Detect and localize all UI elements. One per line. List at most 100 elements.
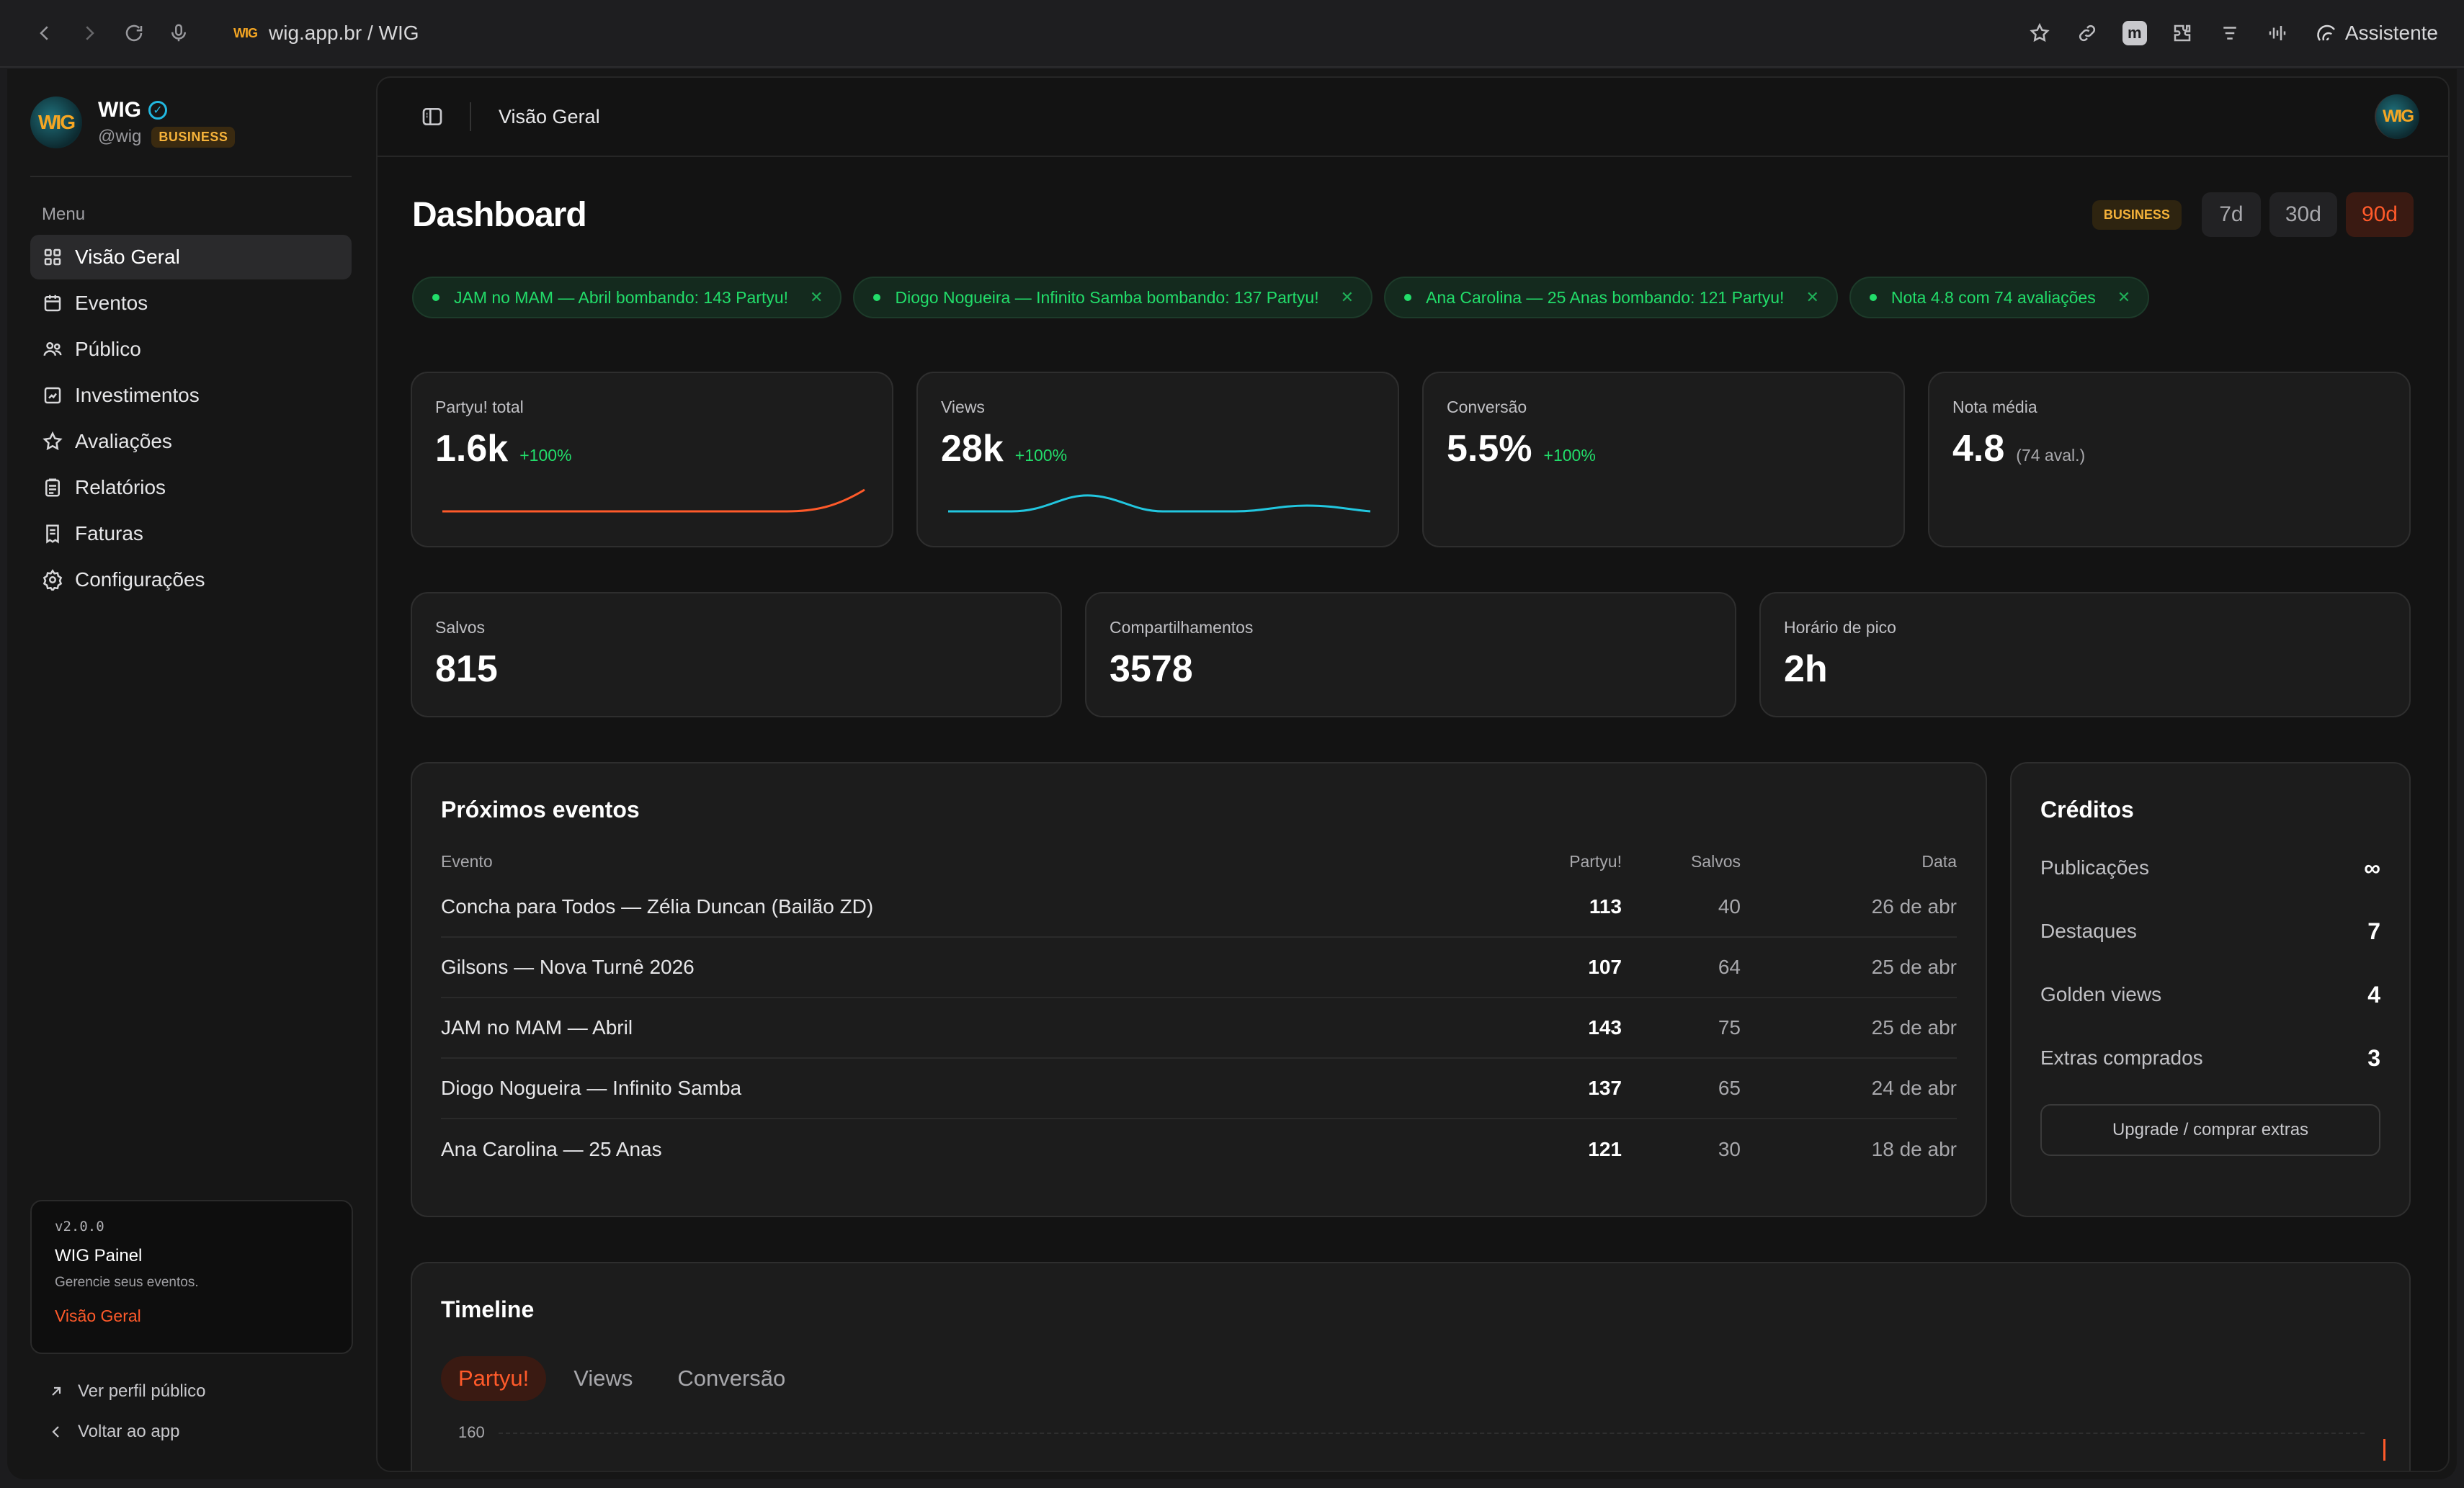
range-30d-button[interactable]: 30d (2269, 192, 2337, 237)
table-row[interactable]: JAM no MAM — Abril 143 75 25 de abr (441, 998, 1957, 1059)
brand-name: WIG (98, 97, 141, 122)
stat-delta: +100% (519, 446, 572, 465)
status-dot-icon (1404, 294, 1412, 301)
timeline-tabs: Partyu! Views Conversão (441, 1356, 2380, 1401)
section-title: Créditos (2040, 797, 2134, 823)
event-partyu: 113 (1589, 895, 1622, 918)
extensions-puzzle-icon[interactable] (2166, 17, 2198, 49)
app-info-link[interactable]: Visão Geral (55, 1307, 141, 1325)
topbar-divider (470, 102, 471, 131)
event-date: 25 de abr (1871, 956, 1957, 978)
back-nav-icon[interactable] (26, 14, 63, 52)
sidebar-item-publico[interactable]: Público (30, 327, 352, 372)
table-header: Evento Partyu! Salvos Data (441, 852, 1957, 871)
credit-value: 4 (2367, 981, 2380, 1008)
column-header: Partyu! (1569, 852, 1622, 871)
star-icon (43, 431, 63, 451)
calendar-icon (44, 295, 61, 312)
stat-delta: +100% (1014, 446, 1068, 465)
close-icon[interactable]: ✕ (1805, 288, 1819, 306)
range-selector: BUSINESS 7d 30d 90d (2092, 192, 2414, 237)
alert-text: Nota 4.8 com 74 avaliações (1891, 287, 2096, 307)
tab-conversao[interactable]: Conversão (677, 1366, 786, 1391)
table-row[interactable]: Concha para Todos — Zélia Duncan (Bailão… (441, 877, 1957, 938)
audio-wave-icon[interactable] (2262, 17, 2293, 49)
event-date: 24 de abr (1871, 1077, 1957, 1099)
table-row[interactable]: Gilsons — Nova Turnê 2026 107 64 25 de a… (441, 938, 1957, 998)
sidebar-item-label: Avaliações (75, 430, 172, 452)
stat-card-salvos: Salvos 815 (411, 592, 1062, 717)
microphone-icon[interactable] (160, 14, 197, 52)
verified-check-icon: ✓ (148, 100, 167, 120)
close-icon[interactable]: ✕ (2117, 288, 2131, 306)
column-header: Evento (441, 852, 493, 871)
event-salvos: 75 (1718, 1016, 1741, 1039)
stat-label: Compartilhamentos (1110, 618, 1254, 637)
table-row[interactable]: Diogo Nogueira — Infinito Samba 137 65 2… (441, 1059, 1957, 1119)
event-partyu: 137 (1588, 1077, 1622, 1099)
chevron-left-icon (52, 1426, 59, 1438)
address-bar[interactable]: WIG wig.app.br / WIG (233, 22, 419, 45)
sidebar-toggle-icon[interactable] (421, 105, 444, 128)
column-header: Salvos (1690, 852, 1741, 871)
brand-handle: @wig (98, 127, 142, 146)
sidebar-item-avaliacoes[interactable]: Avaliações (30, 419, 352, 464)
back-to-app-link[interactable]: Voltar ao app (48, 1422, 179, 1442)
table-row[interactable]: Ana Carolina — 25 Anas 121 30 18 de abr (441, 1119, 1957, 1180)
event-salvos: 40 (1718, 895, 1741, 918)
stat-delta: +100% (1543, 446, 1596, 465)
sidebar: WIG WIG ✓ @wig BUSINESS Menu Visão Geral… (7, 69, 375, 1479)
users-icon (43, 342, 62, 356)
forward-nav-icon[interactable] (71, 14, 108, 52)
stat-label: Conversão (1447, 398, 1527, 416)
sidebar-item-faturas[interactable]: Faturas (30, 511, 352, 556)
stat-label: Salvos (435, 618, 486, 637)
upgrade-button[interactable]: Upgrade / comprar extras (2040, 1104, 2380, 1156)
stat-label: Horário de pico (1784, 618, 1896, 637)
sidebar-item-investimentos[interactable]: Investimentos (30, 373, 352, 418)
site-logo-icon: WIG (233, 25, 258, 40)
stat-card-views: Views 28k +100% (916, 372, 1399, 547)
reader-list-icon[interactable] (2214, 17, 2246, 49)
stat-card-compartilhamentos: Compartilhamentos 3578 (1085, 592, 1736, 717)
tab-partyu[interactable]: Partyu! (441, 1356, 547, 1401)
assistant-icon (2317, 24, 2335, 41)
link-icon[interactable] (2071, 17, 2103, 49)
clipboard-icon (45, 478, 60, 497)
back-to-app-label: Voltar ao app (78, 1422, 180, 1441)
sidebar-item-configuracoes[interactable]: Configurações (30, 557, 352, 602)
sidebar-item-eventos[interactable]: Eventos (30, 281, 352, 326)
sidebar-item-visao-geral[interactable]: Visão Geral (30, 235, 352, 279)
stat-value: 5.5% (1447, 428, 1532, 470)
timeline-card: Timeline Partyu! Views Conversão 160 (411, 1262, 2411, 1471)
gear-icon (43, 569, 63, 591)
chart-icon (44, 387, 61, 404)
range-90d-button[interactable]: 90d (2345, 192, 2414, 237)
range-7d-button[interactable]: 7d (2201, 192, 2261, 237)
timeline-series-mark (2383, 1439, 2385, 1461)
close-icon[interactable]: ✕ (1340, 288, 1354, 306)
credit-label: Extras comprados (2040, 1046, 2203, 1069)
credit-label: Destaques (2040, 920, 2137, 942)
bookmark-star-icon[interactable] (2024, 17, 2055, 49)
event-salvos: 64 (1718, 956, 1741, 978)
alert-chip: Ana Carolina — 25 Anas bombando: 121 Par… (1384, 277, 1838, 318)
section-title: Próximos eventos (441, 797, 640, 823)
credit-label: Publicações (2040, 856, 2149, 879)
event-salvos: 65 (1718, 1077, 1741, 1099)
avatar[interactable]: WIG (2375, 94, 2419, 139)
public-profile-link[interactable]: Ver perfil público (48, 1381, 205, 1402)
views-sparkline (948, 494, 1371, 513)
extension-m-icon[interactable]: m (2119, 17, 2151, 49)
receipt-icon (46, 524, 59, 544)
close-icon[interactable]: ✕ (810, 288, 823, 306)
brand-logo: WIG (30, 97, 82, 148)
event-name: Diogo Nogueira — Infinito Samba (441, 1077, 742, 1099)
assistant-button[interactable]: Assistente (2316, 22, 2438, 45)
reload-icon[interactable] (115, 14, 153, 52)
tab-views[interactable]: Views (573, 1366, 633, 1391)
alert-chip: JAM no MAM — Abril bombando: 143 Partyu!… (412, 277, 842, 318)
sidebar-item-relatorios[interactable]: Relatórios (30, 465, 352, 510)
credit-row: Golden views 4 (2040, 963, 2380, 1026)
y-axis-max-label: 160 (458, 1423, 485, 1441)
